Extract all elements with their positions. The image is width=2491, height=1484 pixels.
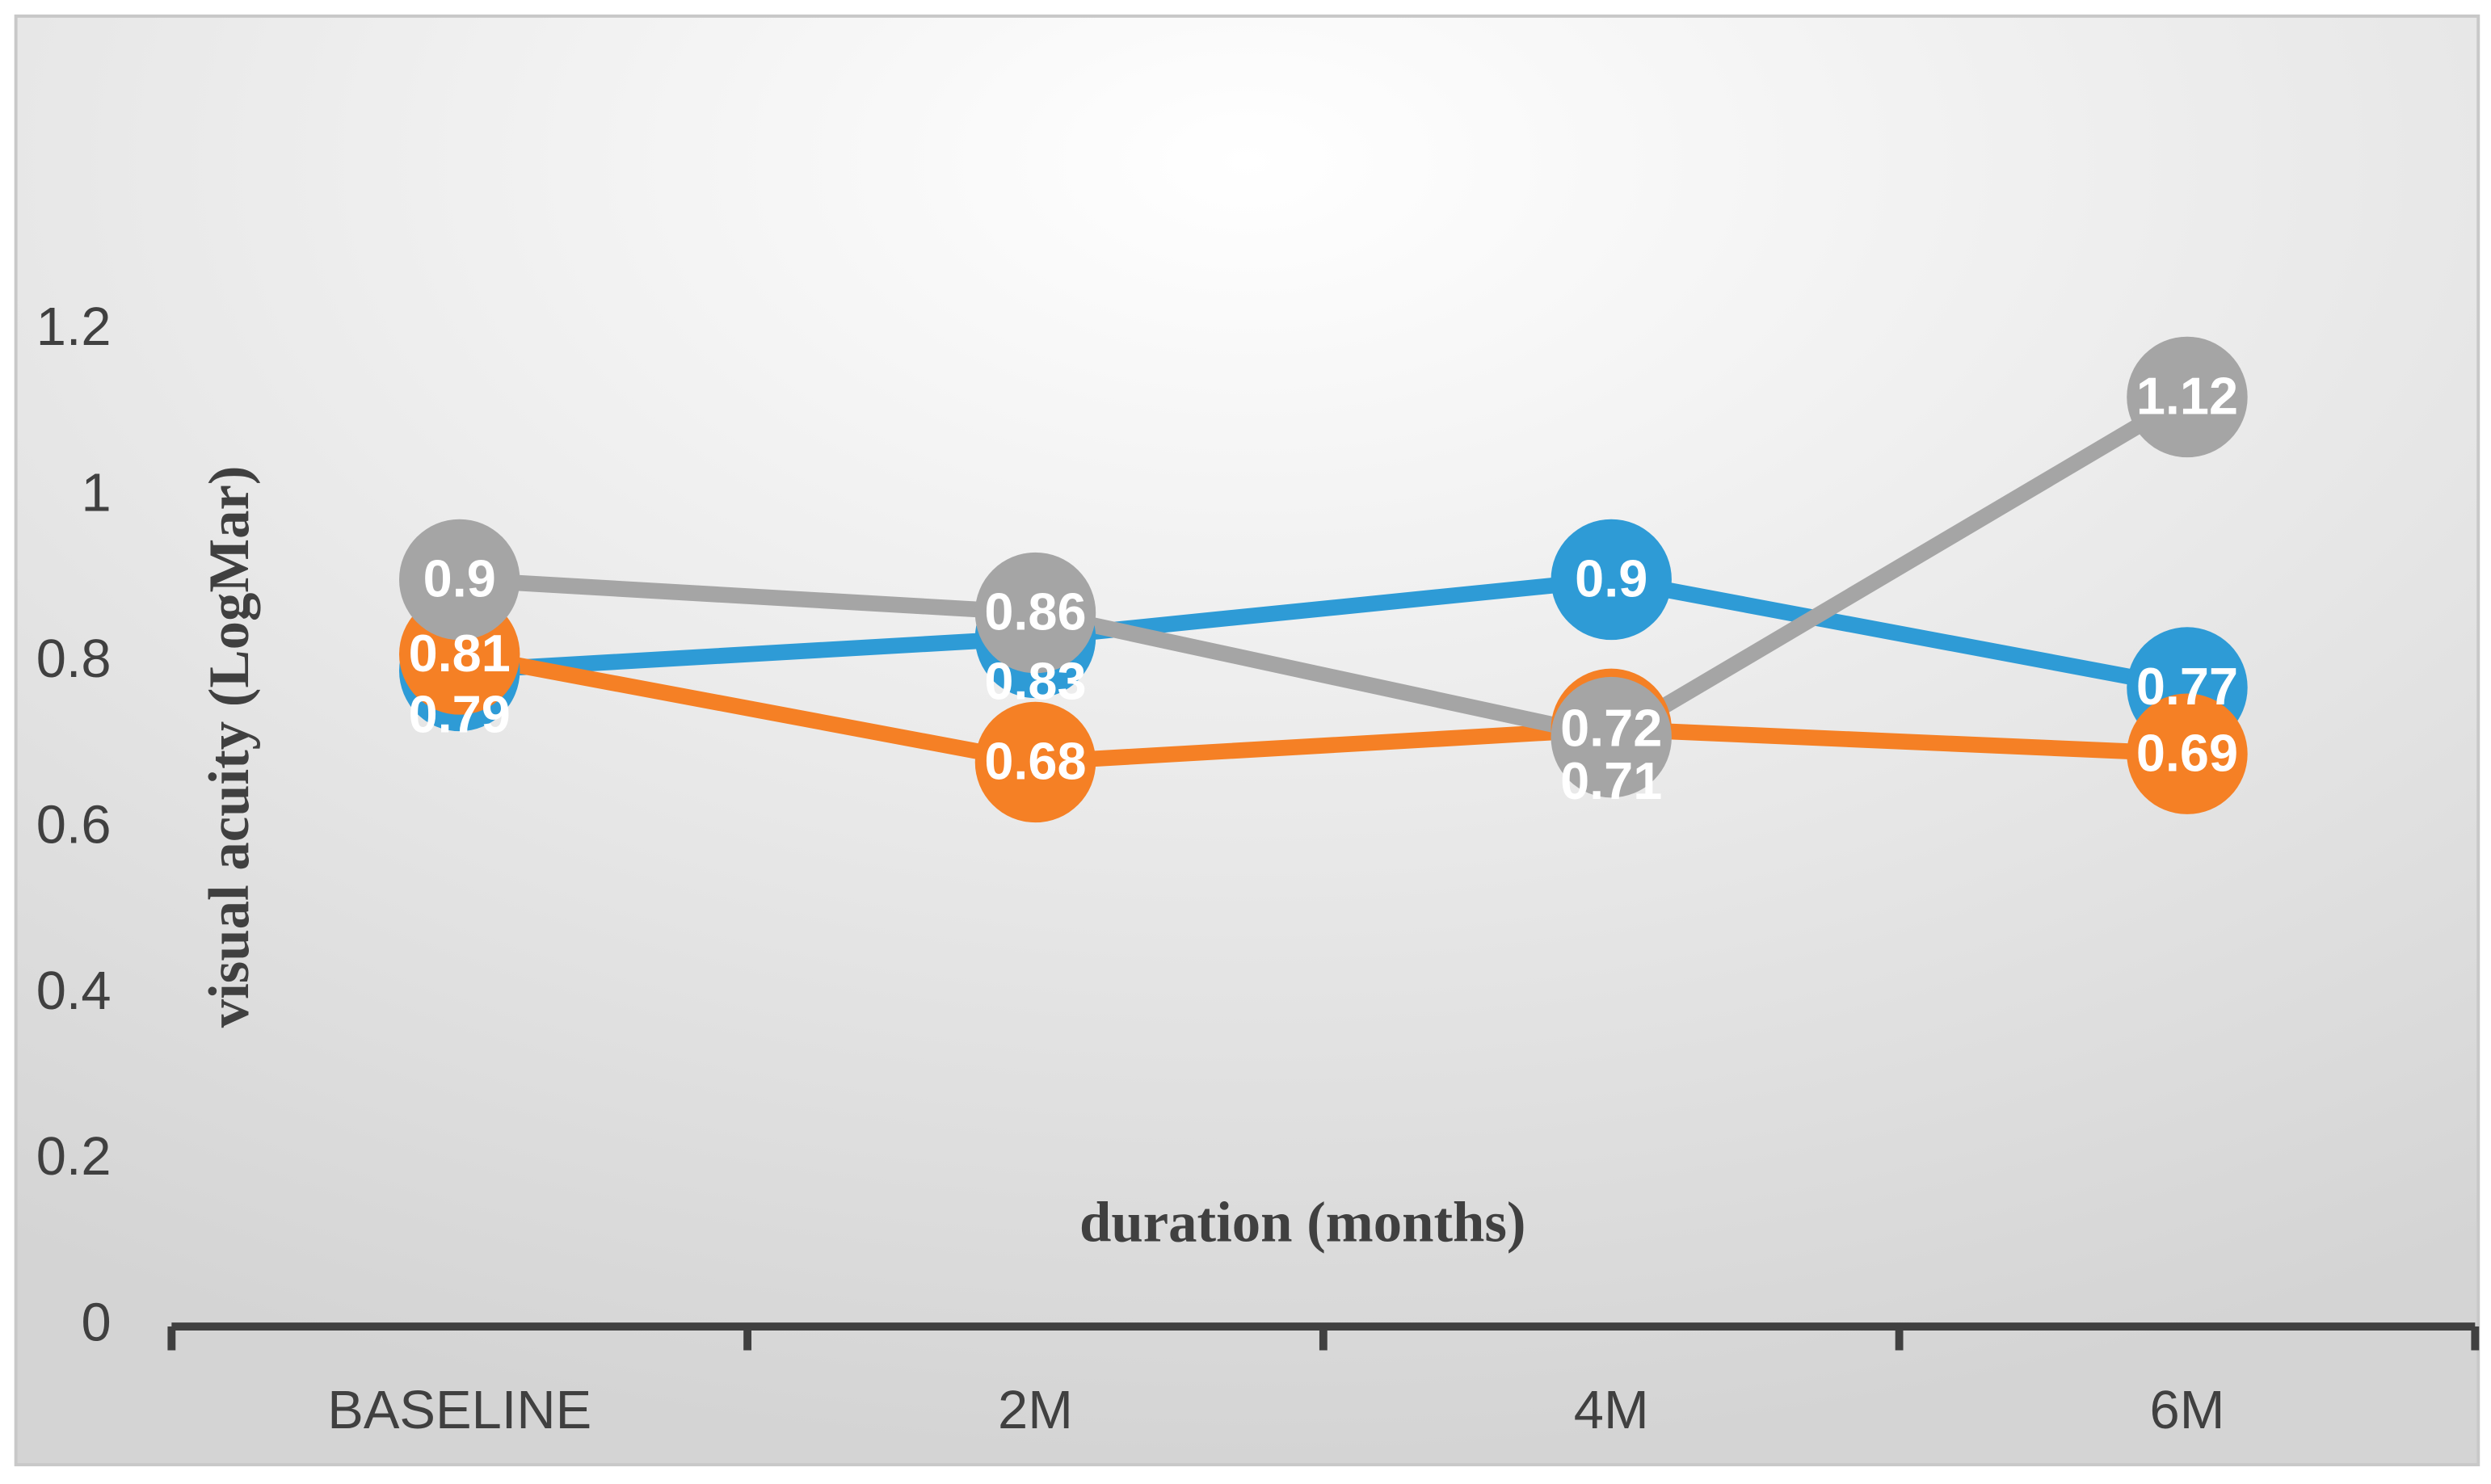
- x-axis-title: duration (months): [1079, 1191, 1525, 1254]
- y-tick-label: 1: [81, 462, 111, 523]
- data-label: 0.86: [984, 582, 1086, 641]
- y-axis-title: visual acuity (LogMar): [198, 465, 261, 1028]
- x-tick-label: 6M: [2150, 1380, 2225, 1440]
- series-line: [459, 389, 2191, 746]
- data-label: 0.79: [409, 685, 511, 744]
- data-label: 0.69: [2136, 723, 2238, 782]
- data-label: 0.72: [1560, 698, 1662, 757]
- y-tick-label: 0.6: [36, 794, 112, 855]
- data-label: 0.71: [1560, 751, 1662, 810]
- data-label: 0.9: [1575, 549, 1647, 608]
- data-label: 0.9: [423, 549, 496, 608]
- y-tick-label: 0.8: [36, 628, 112, 689]
- chart-background: [14, 14, 2480, 1467]
- x-tick-label: BASELINE: [327, 1380, 591, 1440]
- data-point: [1551, 519, 1672, 641]
- y-tick-label: 0: [81, 1293, 111, 1353]
- data-label: 0.77: [2136, 657, 2238, 716]
- data-point: [2127, 336, 2248, 458]
- y-tick-label: 0.4: [36, 961, 112, 1021]
- y-tick-label: 0.2: [36, 1126, 112, 1187]
- data-point: [974, 701, 1096, 823]
- data-point: [1551, 676, 1672, 798]
- x-tick-label: 4M: [1574, 1380, 1649, 1440]
- series-line: [457, 646, 2188, 771]
- data-point: [399, 519, 520, 641]
- data-label: 1.12: [2136, 367, 2238, 426]
- data-label: 0.68: [984, 732, 1086, 791]
- series-line: [459, 571, 2189, 696]
- x-tick-label: 2M: [998, 1380, 1073, 1440]
- data-label: 0.83: [984, 651, 1086, 710]
- data-label: 0.81: [409, 624, 511, 683]
- data-point: [974, 552, 1096, 674]
- y-tick-label: 1.2: [36, 296, 112, 357]
- data-point: [2127, 693, 2248, 814]
